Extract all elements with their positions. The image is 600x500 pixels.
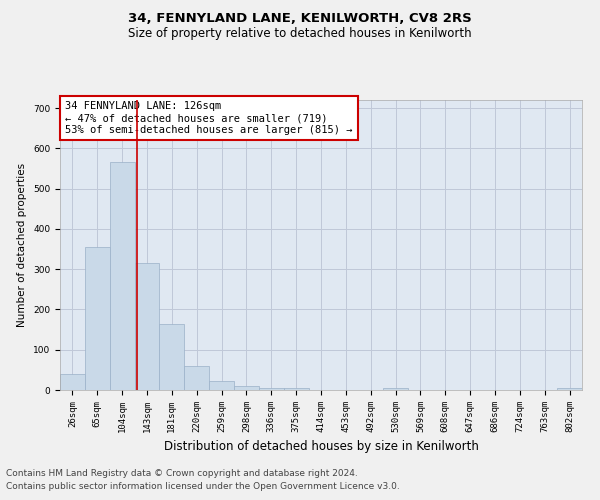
Bar [184,366,209,390]
Bar [209,381,234,390]
Bar [60,374,85,390]
Bar [284,388,308,390]
Text: Contains HM Land Registry data © Crown copyright and database right 2024.: Contains HM Land Registry data © Crown c… [6,468,358,477]
Bar [134,263,160,390]
Bar [259,388,284,390]
Bar [234,386,259,390]
Text: Size of property relative to detached houses in Kenilworth: Size of property relative to detached ho… [128,28,472,40]
Bar [110,162,134,390]
Text: 34 FENNYLAND LANE: 126sqm
← 47% of detached houses are smaller (719)
53% of semi: 34 FENNYLAND LANE: 126sqm ← 47% of detac… [65,102,353,134]
Text: Contains public sector information licensed under the Open Government Licence v3: Contains public sector information licen… [6,482,400,491]
Y-axis label: Number of detached properties: Number of detached properties [17,163,28,327]
X-axis label: Distribution of detached houses by size in Kenilworth: Distribution of detached houses by size … [164,440,478,454]
Bar [85,247,110,390]
Bar [383,388,408,390]
Bar [160,324,184,390]
Text: 34, FENNYLAND LANE, KENILWORTH, CV8 2RS: 34, FENNYLAND LANE, KENILWORTH, CV8 2RS [128,12,472,26]
Bar [557,388,582,390]
